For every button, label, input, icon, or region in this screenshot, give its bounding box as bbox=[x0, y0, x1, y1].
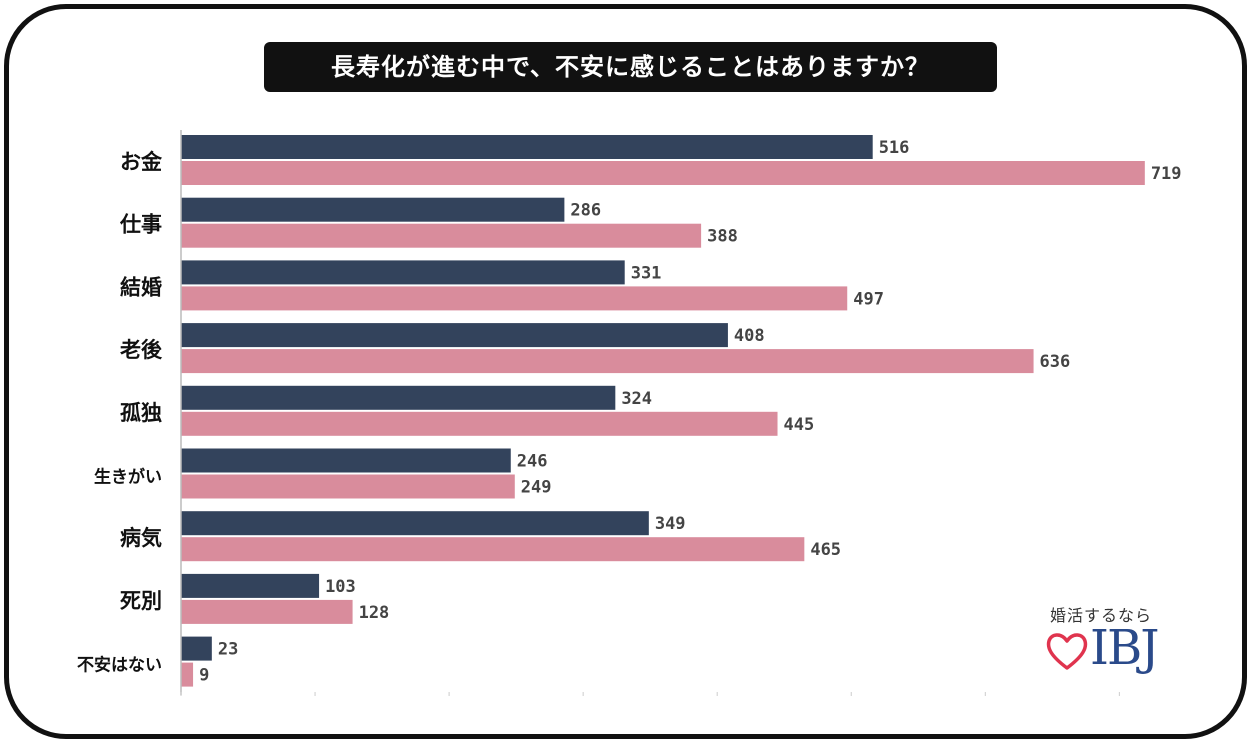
bar-series-2 bbox=[181, 286, 848, 311]
value-label: 516 bbox=[879, 138, 910, 158]
logo-mark: IBJ bbox=[1090, 620, 1159, 676]
value-label: 103 bbox=[325, 577, 356, 597]
value-label: 249 bbox=[521, 478, 552, 498]
bar-series-2 bbox=[181, 537, 805, 562]
bars-group bbox=[181, 135, 1145, 687]
x-axis-ticks bbox=[180, 692, 1120, 696]
value-label: 9 bbox=[199, 666, 209, 686]
value-label: 331 bbox=[631, 263, 662, 283]
category-label: 老後 bbox=[120, 338, 163, 362]
value-label: 719 bbox=[1151, 164, 1182, 184]
bar-series-1 bbox=[181, 636, 212, 661]
value-label: 23 bbox=[218, 640, 238, 660]
value-label: 497 bbox=[853, 289, 884, 309]
category-label: 死別 bbox=[120, 589, 162, 613]
bar-series-1 bbox=[181, 385, 616, 410]
value-label: 636 bbox=[1040, 352, 1071, 372]
bar-series-1 bbox=[181, 511, 649, 536]
bar-series-2 bbox=[181, 161, 1145, 185]
value-label: 246 bbox=[517, 452, 548, 472]
value-label: 408 bbox=[734, 326, 765, 346]
category-label: 結婚 bbox=[120, 275, 162, 299]
value-label: 286 bbox=[570, 201, 601, 221]
value-label: 445 bbox=[784, 415, 815, 435]
bar-series-2 bbox=[181, 662, 194, 687]
category-label: 病気 bbox=[120, 526, 162, 550]
value-label: 128 bbox=[359, 603, 390, 623]
heart-icon bbox=[1046, 633, 1088, 670]
bar-series-2 bbox=[181, 599, 353, 624]
bar-series-2 bbox=[181, 474, 515, 499]
bar-series-1 bbox=[181, 197, 565, 222]
bar-series-1 bbox=[181, 323, 728, 348]
category-label: 孤独 bbox=[120, 401, 162, 425]
category-label: 生きがい bbox=[94, 467, 162, 488]
logo-tagline: 婚活するなら bbox=[1050, 606, 1153, 625]
bar-series-1 bbox=[181, 135, 873, 159]
bar-series-2 bbox=[181, 349, 1034, 374]
value-label: 349 bbox=[655, 514, 686, 534]
category-label: お金 bbox=[120, 150, 163, 174]
category-label: 不安はない bbox=[77, 655, 162, 676]
bar-series-2 bbox=[181, 411, 778, 436]
bar-series-2 bbox=[181, 223, 702, 248]
bar-series-1 bbox=[181, 260, 625, 285]
value-label: 324 bbox=[621, 389, 652, 409]
bar-series-1 bbox=[181, 448, 511, 473]
value-label: 465 bbox=[810, 540, 841, 560]
bar-series-1 bbox=[181, 573, 320, 598]
chart-title: 長寿化が進む中で、不安に感じることはありますか？ bbox=[264, 42, 997, 92]
category-label: 仕事 bbox=[119, 213, 162, 237]
value-label: 388 bbox=[707, 227, 738, 247]
ibj-logo: 婚活するなら IBJ bbox=[1040, 600, 1180, 695]
